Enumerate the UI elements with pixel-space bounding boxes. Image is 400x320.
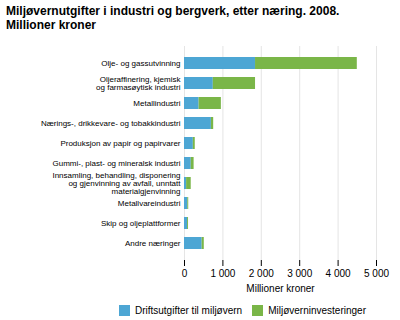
html-text:Driftsutgifter til miljøvern: Driftsutgifter til miljøvern <box>134 305 243 316</box>
svg-text:Metallvareindustri: Metallvareindustri <box>118 199 181 208</box>
svg-text:Oljeraffinering, kjemiskog far: Oljeraffinering, kjemiskog farmasøytisk … <box>96 75 181 92</box>
svg-text:Metallindustri: Metallindustri <box>133 99 180 108</box>
svg-text:5 000: 5 000 <box>364 268 389 279</box>
svg-text:Innsamling, behandling, dispon: Innsamling, behandling, disponeringog gj… <box>52 171 181 196</box>
svg-text:Millioner kroner: Millioner kroner <box>246 283 315 294</box>
html-text:Miljøverninvesteringer: Miljøverninvesteringer <box>268 305 366 316</box>
html-text:Miljøvernutgifter i industri o: Miljøvernutgifter i industri og bergverk… <box>6 4 340 32</box>
svg-text:Skip og oljeplattformer: Skip og oljeplattformer <box>101 219 181 228</box>
svg-text:2 000: 2 000 <box>249 268 274 279</box>
svg-text:Olje- og gassutvinning: Olje- og gassutvinning <box>101 59 180 68</box>
svg-text:3 000: 3 000 <box>287 268 312 279</box>
svg-text:Andre næringer: Andre næringer <box>125 239 181 248</box>
svg-text:4 000: 4 000 <box>326 268 351 279</box>
svg-text:1 000: 1 000 <box>210 268 235 279</box>
svg-text:Produksjon av papir og papirva: Produksjon av papir og papirvarer <box>60 139 180 148</box>
svg-text:0: 0 <box>182 268 188 279</box>
svg-text:Gummi-, plast- og mineralsk in: Gummi-, plast- og mineralsk industri <box>52 159 180 168</box>
svg-text:Nærings-, drikkevare- og tobak: Nærings-, drikkevare- og tobakkindustri <box>41 119 181 128</box>
